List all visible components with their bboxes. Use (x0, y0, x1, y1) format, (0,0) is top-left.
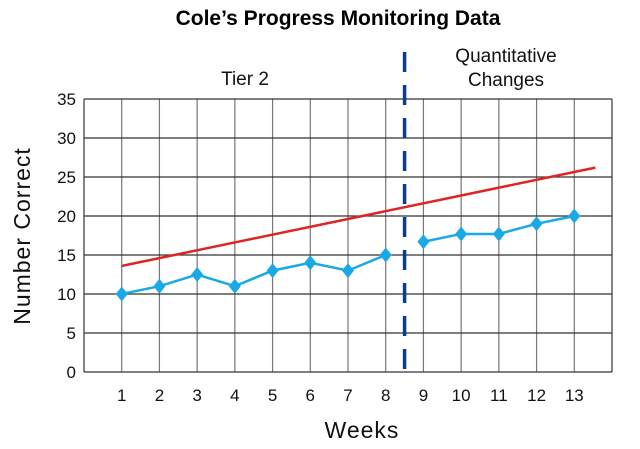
y-tick-label: 20 (57, 207, 76, 226)
data-point-diamond (228, 278, 241, 294)
x-tick-label: 13 (565, 386, 584, 405)
x-tick-label: 8 (381, 386, 390, 405)
grid (83, 98, 613, 373)
data-point-diamond (342, 263, 354, 279)
x-tick-label: 5 (268, 386, 277, 405)
x-tick-label: 3 (192, 386, 201, 405)
phase-label-changes: Changes (468, 70, 544, 91)
x-tick-label: 2 (155, 386, 164, 405)
y-tick-label: 5 (67, 324, 76, 343)
y-tick-label: 15 (57, 246, 76, 265)
x-tick-label: 12 (527, 386, 546, 405)
x-axis-label: Weeks (325, 417, 400, 443)
data-point-diamond (153, 278, 166, 294)
data-point-diamond (191, 267, 204, 282)
y-axis-label: Number Correct (9, 147, 35, 325)
data-point-diamond (492, 226, 505, 242)
phase-label-quantitative: Quantitative (455, 46, 556, 67)
data-point-diamond (417, 234, 430, 250)
x-tick-label: 6 (306, 386, 315, 405)
y-tick-label: 30 (57, 129, 76, 148)
aimline (121, 166, 596, 268)
y-tick-label: 10 (57, 285, 76, 304)
y-tick-label: 25 (57, 168, 76, 187)
series-line (121, 253, 387, 296)
chart-title: Cole’s Progress Monitoring Data (176, 7, 501, 30)
data-point-diamond (379, 247, 392, 263)
data-point-diamond (115, 286, 128, 302)
data-point-diamond (304, 255, 317, 271)
data-point-diamond (568, 208, 581, 224)
data-point-diamond (266, 263, 279, 279)
x-tick-label: 4 (230, 386, 239, 405)
data-point-diamond (455, 226, 468, 242)
data-point-diamond (530, 216, 543, 232)
data-marks (115, 52, 596, 372)
x-tick-label: 10 (452, 386, 471, 405)
phase-label-tier2: Tier 2 (221, 69, 269, 90)
x-tick-label: 1 (117, 386, 126, 405)
y-tick-label: 35 (57, 90, 76, 109)
y-tick-label: 0 (67, 363, 76, 382)
x-tick-label: 7 (343, 386, 352, 405)
y-tick-labels: 0 5 10 15 20 25 30 35 (57, 90, 76, 382)
x-tick-label: 9 (419, 386, 428, 405)
x-tick-label: 11 (490, 386, 508, 405)
x-tick-labels: 1 2 3 4 5 6 7 8 9 10 11 12 13 (117, 386, 584, 405)
